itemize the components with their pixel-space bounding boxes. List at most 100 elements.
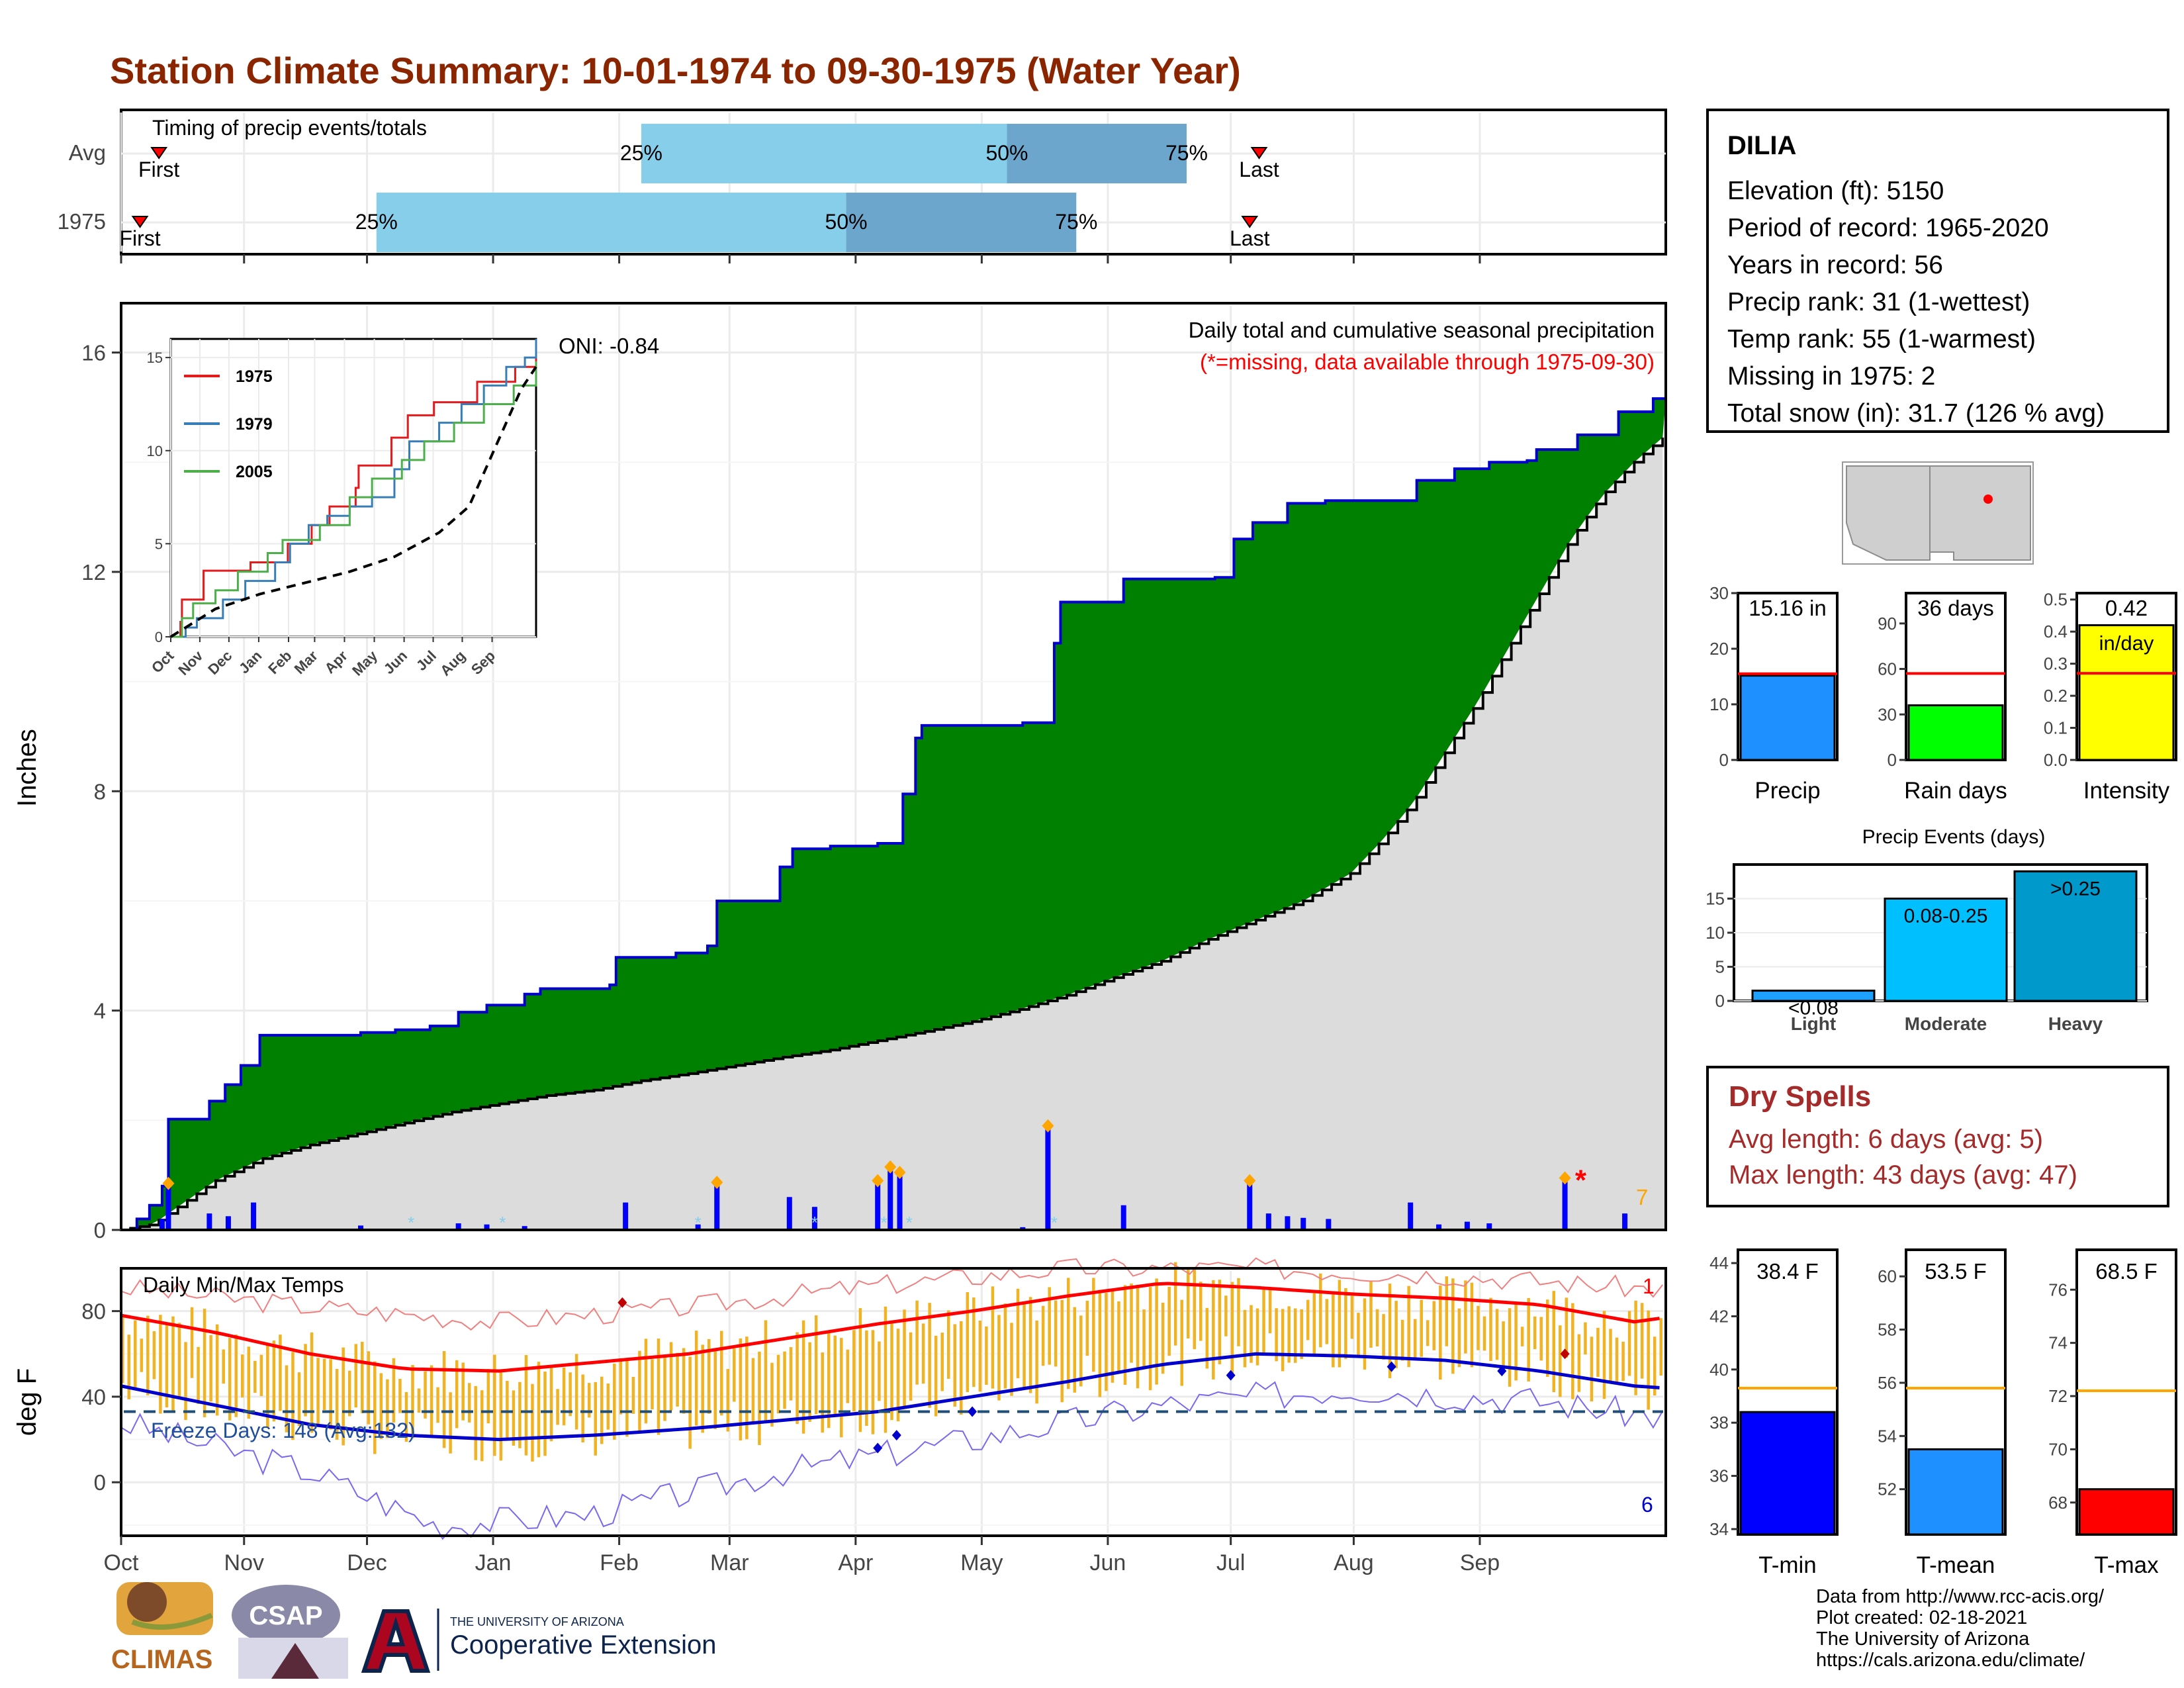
- daily-temp-bar: [1180, 1299, 1183, 1386]
- daily-temp-bar: [1338, 1280, 1342, 1368]
- daily-temp-bar: [272, 1340, 276, 1422]
- daily-temp-bar: [1457, 1308, 1461, 1368]
- daily-precip-bar: [1247, 1183, 1253, 1230]
- daily-temp-bar: [915, 1300, 919, 1385]
- precip-y-tick-label: 8: [94, 779, 106, 804]
- events-y-tick-label: 5: [1715, 957, 1725, 977]
- daily-temp-bar: [329, 1359, 332, 1430]
- timing-row-1975-label: 1975: [58, 209, 106, 234]
- precip-y-axis: 0 4 8 12 16: [81, 341, 121, 1243]
- daily-temp-bar: [165, 1323, 169, 1408]
- daily-temp-bar: [934, 1335, 938, 1417]
- stat-y-tick-label: 40: [1709, 1360, 1729, 1380]
- daily-temp-bar: [1400, 1319, 1404, 1361]
- daily-temp-bar: [398, 1378, 402, 1413]
- daily-precip-bar: [1020, 1227, 1026, 1230]
- stat-y-tick-label: 20: [1709, 639, 1729, 659]
- timing-last-label: Last: [1230, 226, 1270, 250]
- daily-temp-bar: [499, 1371, 503, 1461]
- heavy-event-diamond: [162, 1176, 175, 1190]
- daily-temp-bar: [486, 1369, 490, 1424]
- daily-temp-bar: [259, 1354, 263, 1397]
- daily-temp-bar: [1539, 1317, 1543, 1361]
- stat-chart-intensity: 0.42 in/day 0.0 0.1 0.2 0.3 0.4 0.5 Intensity: [2044, 590, 2177, 804]
- record-high-marker: [617, 1297, 627, 1308]
- inset-y-tick-label: 15: [147, 350, 163, 366]
- precip-panel-border: [120, 302, 1667, 1231]
- precip-y-tick-label: 4: [94, 999, 106, 1023]
- daily-precip-bar: [1265, 1213, 1271, 1230]
- daily-temp-bar: [606, 1383, 610, 1430]
- station-years: Years in record: 56: [1727, 251, 1943, 279]
- daily-temp-bar: [1640, 1303, 1644, 1379]
- stat-y-tick-label: 52: [1878, 1479, 1897, 1499]
- daily-temp-bar: [209, 1335, 212, 1402]
- daily-precip-bar: [206, 1213, 212, 1230]
- daily-temp-bar: [1066, 1278, 1070, 1389]
- stat-y-tick-label: 0.0: [2044, 750, 2068, 770]
- daily-temp-bar: [1073, 1307, 1077, 1393]
- stat-y-tick-label: 60: [1878, 659, 1897, 679]
- daily-temp-bar: [1300, 1309, 1303, 1360]
- daily-temp-bar: [177, 1323, 181, 1399]
- timing-first-label: First: [138, 158, 179, 181]
- daily-temp-bar: [171, 1316, 175, 1413]
- stat-chart-rain-days: 36 days 0 30 60 90 Rain days: [1878, 592, 2007, 804]
- heavy-event-diamond: [1244, 1174, 1256, 1188]
- daily-temp-bar: [146, 1315, 150, 1395]
- daily-temp-bar: [1023, 1301, 1026, 1387]
- temp-heading: Daily Min/Max Temps: [143, 1273, 343, 1297]
- temp-y-axis: 0 40 80: [81, 1299, 121, 1495]
- daily-temp-bar: [424, 1371, 427, 1419]
- daily-temp-bar: [1439, 1285, 1442, 1380]
- map-station-marker: [1983, 494, 1993, 504]
- daily-temp-bar: [1312, 1293, 1316, 1355]
- csap-logo-cloud: [232, 1585, 340, 1646]
- daily-temp-bar: [1445, 1276, 1449, 1346]
- events-category-label: Light: [1791, 1013, 1836, 1034]
- daily-temp-bar: [682, 1348, 686, 1414]
- daily-temp-bar: [1054, 1300, 1058, 1367]
- daily-precip-bar: [522, 1226, 527, 1230]
- daily-temp-bar: [1375, 1309, 1379, 1347]
- stat-y-tick-label: 42: [1709, 1306, 1729, 1326]
- daily-precip-bar: [484, 1224, 490, 1230]
- daily-temp-bar: [619, 1358, 623, 1415]
- daily-temp-bar: [613, 1363, 616, 1440]
- missing-data-star: *: [1575, 1164, 1587, 1196]
- daily-temp-bar: [291, 1352, 295, 1440]
- daily-temp-bar: [1250, 1305, 1253, 1363]
- daily-temp-bar: [940, 1333, 944, 1391]
- heavy-event-diamond: [1559, 1171, 1571, 1185]
- daily-temp-bar: [1262, 1288, 1265, 1353]
- oni-value: ONI: -0.84: [559, 334, 659, 358]
- month-tick-label: Feb: [600, 1550, 639, 1575]
- daily-temp-bar: [1470, 1282, 1474, 1368]
- stat-value-bar: [1739, 675, 1836, 761]
- stat-y-tick-label: 30: [1709, 583, 1729, 603]
- temp-bottom-count: 6: [1641, 1493, 1653, 1517]
- daily-temp-bar: [808, 1342, 811, 1422]
- station-precip-rank: Precip rank: 31 (1-wettest): [1727, 288, 2030, 316]
- daily-temp-bar: [140, 1338, 144, 1372]
- daily-temp-bar: [694, 1331, 698, 1426]
- daily-temp-bar: [1647, 1310, 1650, 1410]
- stat-value-bar: [2078, 624, 2175, 761]
- csap-logo: CSAP: [232, 1585, 348, 1679]
- stat-value-label: 0.42: [2105, 596, 2148, 620]
- daily-temp-bar: [1111, 1291, 1115, 1383]
- daily-temp-bar: [347, 1370, 351, 1417]
- climas-logo: CLIMAS: [111, 1582, 213, 1674]
- daily-temp-bar: [127, 1335, 131, 1399]
- daily-temp-bar: [417, 1388, 421, 1413]
- surplus-area: [121, 399, 1666, 1230]
- daily-temp-bar: [1010, 1323, 1013, 1396]
- daily-temp-bar: [997, 1315, 1001, 1401]
- daily-temp-bar: [373, 1361, 377, 1454]
- daily-temp-bar: [1155, 1278, 1158, 1385]
- daily-temp-bar: [569, 1372, 572, 1417]
- daily-precip-bar: [1408, 1202, 1414, 1230]
- daily-temp-bar: [386, 1379, 389, 1438]
- month-tick-label: May: [960, 1550, 1003, 1575]
